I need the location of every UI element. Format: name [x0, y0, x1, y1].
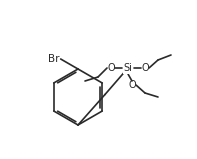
Text: Br: Br — [48, 53, 59, 63]
Text: O: O — [141, 63, 149, 73]
Text: Si: Si — [124, 63, 132, 73]
Text: O: O — [128, 80, 136, 90]
Text: O: O — [107, 63, 115, 73]
